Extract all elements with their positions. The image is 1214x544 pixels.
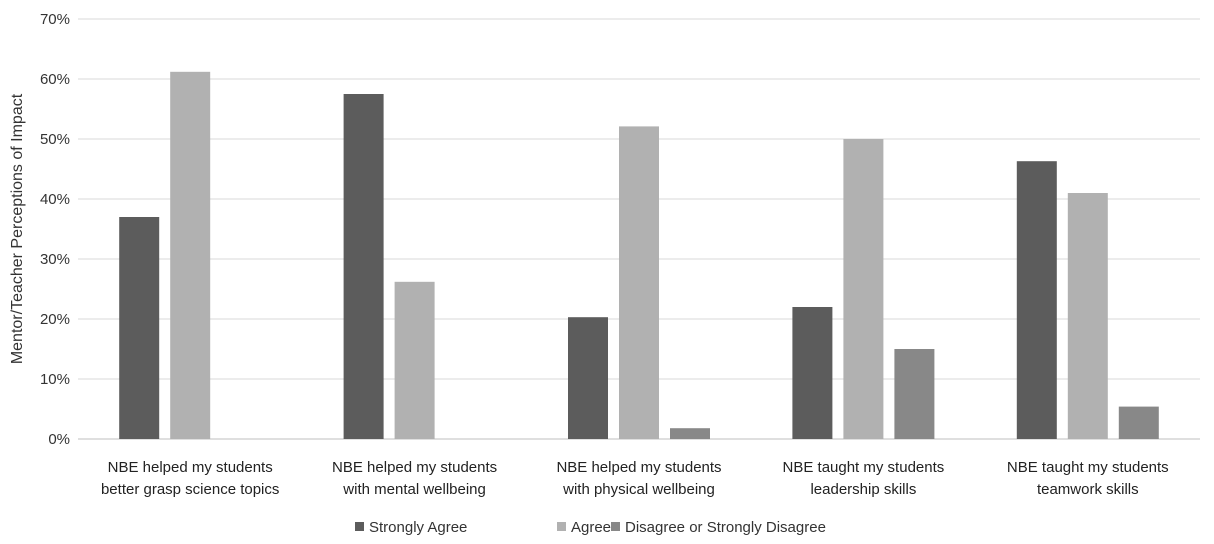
bar-agree-3 xyxy=(619,126,659,440)
bar-agree-5 xyxy=(1067,193,1108,439)
x-category-label: NBE helped my students with mental wellbe… xyxy=(332,459,497,498)
x-axis-categories: NBE helped my students better grasp scien… xyxy=(101,459,1169,498)
x-category-label: NBE helped my students with physical well… xyxy=(556,459,721,498)
bar-agree-2 xyxy=(394,281,435,439)
y-tick-label: 40% xyxy=(40,191,70,208)
legend-swatch xyxy=(355,522,364,531)
bar-disagree-or-strongly-disagree-4 xyxy=(894,349,935,439)
y-axis-title: Mentor/Teacher Perceptions of Impact xyxy=(9,93,26,364)
y-tick-label: 60% xyxy=(40,71,70,88)
y-tick-label: 70% xyxy=(40,11,70,28)
y-axis-ticks: 0% 10% 20% 30% 40% 50% 60% 70% xyxy=(40,11,70,448)
y-tick-label: 50% xyxy=(40,131,70,148)
y-tick-label: 10% xyxy=(40,371,70,388)
bar-strongly-agree-2 xyxy=(343,94,384,439)
legend-label: Disagree or Strongly Disagree xyxy=(625,519,826,536)
bars xyxy=(119,71,1159,440)
bar-disagree-or-strongly-disagree-3 xyxy=(670,428,710,439)
y-tick-label: 20% xyxy=(40,311,70,328)
x-category-label: NBE helped my students better grasp scien… xyxy=(101,459,279,498)
bar-agree-1 xyxy=(170,71,211,440)
legend-swatch xyxy=(557,522,566,531)
bar-strongly-agree-5 xyxy=(1016,161,1057,439)
bar-strongly-agree-1 xyxy=(119,217,160,439)
bar-disagree-or-strongly-disagree-5 xyxy=(1118,406,1159,439)
legend-label: Strongly Agree xyxy=(369,519,467,536)
x-category-label: NBE taught my students leadership skills xyxy=(783,459,945,498)
y-tick-label: 30% xyxy=(40,251,70,268)
bar-strongly-agree-3 xyxy=(568,317,608,439)
legend: Strongly Agree Agree Disagree or Strongly … xyxy=(355,519,826,536)
y-tick-label: 0% xyxy=(48,431,70,448)
x-category-label: NBE taught my students teamwork skills xyxy=(1007,459,1169,498)
legend-swatch xyxy=(611,522,620,531)
bar-strongly-agree-4 xyxy=(792,307,833,439)
bar-agree-4 xyxy=(843,139,884,439)
legend-label: Agree xyxy=(571,519,611,536)
